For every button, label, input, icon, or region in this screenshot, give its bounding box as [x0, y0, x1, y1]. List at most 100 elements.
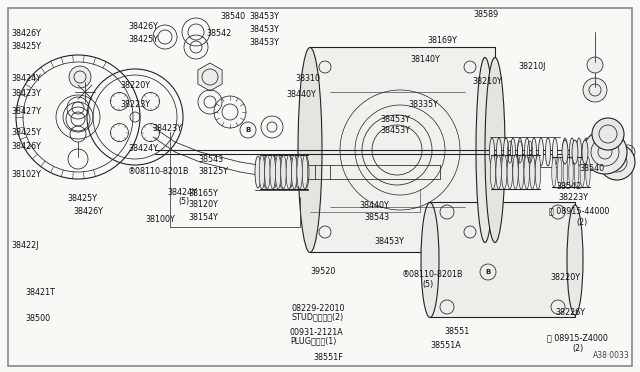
Ellipse shape — [275, 155, 281, 189]
Ellipse shape — [286, 155, 292, 189]
Text: 38500: 38500 — [26, 314, 51, 323]
Ellipse shape — [485, 58, 505, 243]
Text: 38426Y: 38426Y — [12, 29, 42, 38]
Text: 38421T: 38421T — [26, 288, 56, 296]
Ellipse shape — [584, 138, 589, 166]
Ellipse shape — [490, 155, 496, 189]
Text: 38335Y: 38335Y — [408, 100, 438, 109]
Ellipse shape — [497, 138, 502, 166]
Text: 38220Y: 38220Y — [550, 273, 580, 282]
Ellipse shape — [279, 156, 285, 188]
Text: 38453Y: 38453Y — [250, 38, 280, 47]
Ellipse shape — [557, 157, 562, 187]
Text: PLUGプラグ(1): PLUGプラグ(1) — [290, 337, 336, 346]
Ellipse shape — [562, 140, 568, 164]
Ellipse shape — [263, 156, 269, 188]
Text: 38154Y: 38154Y — [189, 213, 219, 222]
Ellipse shape — [535, 155, 541, 189]
Text: 38423Y: 38423Y — [12, 89, 42, 97]
Ellipse shape — [518, 155, 524, 189]
Text: B: B — [245, 127, 251, 133]
Ellipse shape — [531, 138, 536, 166]
Text: 38423Y: 38423Y — [152, 124, 182, 133]
Circle shape — [69, 66, 91, 88]
Ellipse shape — [297, 155, 302, 189]
Ellipse shape — [496, 155, 501, 189]
Ellipse shape — [303, 156, 309, 188]
Ellipse shape — [580, 157, 584, 187]
Text: 38424Y: 38424Y — [128, 144, 158, 153]
Text: 38425Y: 38425Y — [67, 194, 97, 203]
Text: 38226Y: 38226Y — [556, 308, 586, 317]
Text: 38453Y: 38453Y — [250, 12, 280, 21]
Text: 38542: 38542 — [557, 182, 582, 190]
Ellipse shape — [538, 138, 543, 166]
Ellipse shape — [287, 156, 293, 188]
Text: Ⓟ 08915-44000: Ⓟ 08915-44000 — [549, 207, 609, 216]
Text: 38551: 38551 — [445, 327, 470, 336]
Text: 38425Y: 38425Y — [128, 35, 158, 44]
Text: 38543: 38543 — [198, 155, 223, 164]
Ellipse shape — [511, 138, 515, 166]
Ellipse shape — [271, 156, 277, 188]
Bar — [430, 202, 575, 317]
Ellipse shape — [577, 138, 582, 166]
Text: Ⓟ 08915-Z4000: Ⓟ 08915-Z4000 — [547, 333, 608, 342]
Ellipse shape — [570, 138, 575, 166]
Bar — [310, 47, 495, 252]
Text: 38220Y: 38220Y — [120, 81, 150, 90]
Text: B: B — [485, 269, 491, 275]
Text: 38120Y: 38120Y — [189, 200, 219, 209]
Text: STUDスタッド(2): STUDスタッド(2) — [292, 312, 344, 321]
Text: 38426Y: 38426Y — [128, 22, 158, 31]
Text: 38543: 38543 — [365, 213, 390, 222]
Ellipse shape — [302, 155, 308, 189]
Ellipse shape — [299, 52, 321, 247]
Ellipse shape — [525, 138, 529, 166]
Ellipse shape — [513, 155, 518, 189]
Ellipse shape — [504, 138, 509, 166]
Ellipse shape — [545, 138, 550, 166]
Text: 38426Y: 38426Y — [12, 142, 42, 151]
Text: 38210J: 38210J — [518, 62, 546, 71]
Text: 38102Y: 38102Y — [12, 170, 42, 179]
Ellipse shape — [255, 156, 261, 188]
Ellipse shape — [264, 155, 270, 189]
Ellipse shape — [270, 155, 275, 189]
Ellipse shape — [476, 58, 494, 243]
Text: (5): (5) — [178, 197, 189, 206]
Text: ®08110-8201B: ®08110-8201B — [402, 270, 463, 279]
Text: 38453Y: 38453Y — [381, 126, 411, 135]
Ellipse shape — [281, 155, 286, 189]
Ellipse shape — [518, 138, 522, 166]
Ellipse shape — [507, 155, 513, 189]
Text: 38426Y: 38426Y — [74, 207, 104, 216]
Text: 38223Y: 38223Y — [559, 193, 589, 202]
Ellipse shape — [291, 155, 297, 189]
Ellipse shape — [259, 155, 265, 189]
Text: (5): (5) — [422, 280, 434, 289]
Ellipse shape — [552, 138, 557, 166]
Bar — [310, 52, 485, 247]
Ellipse shape — [552, 157, 556, 187]
Text: 38125Y: 38125Y — [198, 167, 228, 176]
Ellipse shape — [298, 48, 322, 253]
Ellipse shape — [569, 157, 573, 187]
Ellipse shape — [567, 205, 583, 315]
Ellipse shape — [586, 157, 590, 187]
Text: 38542: 38542 — [206, 29, 231, 38]
Text: 38424Y: 38424Y — [168, 188, 198, 197]
Circle shape — [599, 144, 635, 180]
Text: 00931-2121A: 00931-2121A — [290, 328, 344, 337]
Circle shape — [583, 130, 627, 174]
Text: 38453Y: 38453Y — [250, 25, 280, 34]
Ellipse shape — [421, 202, 439, 317]
Ellipse shape — [295, 156, 301, 188]
Text: ®08110-8201B: ®08110-8201B — [128, 167, 189, 176]
Text: 38223Y: 38223Y — [120, 100, 150, 109]
Text: 38427Y: 38427Y — [12, 107, 42, 116]
Ellipse shape — [591, 138, 595, 166]
Ellipse shape — [502, 155, 507, 189]
Text: 38424Y: 38424Y — [12, 74, 42, 83]
Ellipse shape — [582, 140, 588, 164]
